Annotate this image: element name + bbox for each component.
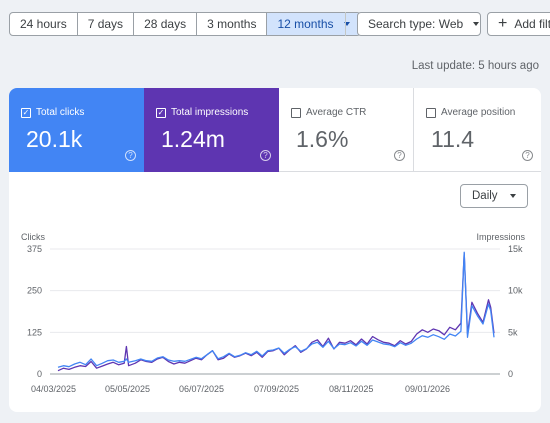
checkbox-checked-icon[interactable]: ✓ xyxy=(21,107,31,118)
metric-header: Average position xyxy=(426,107,515,118)
x-axis: 04/03/2025 05/05/2025 06/07/2025 07/09/2025… xyxy=(31,384,450,394)
metric-header: Average CTR xyxy=(291,107,366,118)
metric-average-ctr[interactable]: Average CTR 1.6% ? xyxy=(279,88,414,172)
right-tick-label: 5k xyxy=(508,327,518,337)
search-type-dropdown[interactable]: Search type: Web xyxy=(357,12,481,36)
metric-label: Total clicks xyxy=(36,107,85,118)
add-filter-label: Add filt xyxy=(514,17,550,31)
chevron-down-icon xyxy=(473,22,480,26)
plus-icon: + xyxy=(498,15,508,32)
metric-total-impressions[interactable]: ✓ Total impressions 1.24m ? xyxy=(144,88,279,172)
metric-header: ✓ Total impressions xyxy=(156,107,248,118)
help-icon[interactable]: ? xyxy=(394,150,405,161)
help-icon[interactable]: ? xyxy=(125,150,136,161)
search-type-label: Search type: Web xyxy=(368,17,464,31)
x-tick-label: 04/03/2025 xyxy=(31,384,76,394)
date-option-3-months[interactable]: 3 months xyxy=(197,13,268,35)
series-line-clicks xyxy=(57,251,495,368)
chevron-down-icon xyxy=(509,194,516,198)
right-tick-label: 0 xyxy=(508,369,513,379)
date-range-selector: 24 hours 7 days 28 days 3 months 12 mont… xyxy=(9,12,361,36)
metric-value: 20.1k xyxy=(26,126,83,152)
date-option-7-days[interactable]: 7 days xyxy=(78,13,135,35)
chevron-down-icon xyxy=(343,22,350,26)
right-axis-title: Impressions xyxy=(476,232,525,242)
help-icon[interactable]: ? xyxy=(260,150,271,161)
granularity-dropdown[interactable]: Daily xyxy=(460,184,528,208)
performance-chart: 375 250 125 0 15k 10k 5k 0 04/03/2025 05/05/202… xyxy=(21,232,526,394)
date-option-12-months[interactable]: 12 months xyxy=(267,13,360,35)
left-axis: 375 250 125 0 xyxy=(27,244,42,379)
date-option-28-days[interactable]: 28 days xyxy=(134,13,198,35)
date-option-24-hours[interactable]: 24 hours xyxy=(10,13,78,35)
x-tick-label: 05/05/2025 xyxy=(105,384,150,394)
metric-label: Total impressions xyxy=(171,107,249,118)
right-tick-label: 15k xyxy=(508,244,523,254)
left-tick-label: 250 xyxy=(27,286,42,296)
left-axis-title: Clicks xyxy=(21,232,45,242)
series-line-impressions xyxy=(57,252,495,372)
metric-label: Average position xyxy=(441,107,516,118)
metric-total-clicks[interactable]: ✓ Total clicks 20.1k ? xyxy=(9,88,144,172)
toolbar-divider xyxy=(345,12,346,36)
metric-header: ✓ Total clicks xyxy=(21,107,84,118)
left-tick-label: 125 xyxy=(27,327,42,337)
checkbox-unchecked-icon[interactable] xyxy=(291,107,301,118)
left-tick-label: 375 xyxy=(27,244,42,254)
last-update-text: Last update: 5 hours ago xyxy=(411,60,539,72)
checkbox-unchecked-icon[interactable] xyxy=(426,107,436,118)
left-tick-label: 0 xyxy=(37,369,42,379)
x-tick-label: 09/01/2026 xyxy=(405,384,450,394)
help-icon[interactable]: ? xyxy=(522,150,533,161)
metric-value: 11.4 xyxy=(431,126,475,152)
performance-card: ✓ Total clicks 20.1k ? ✓ Total impressions… xyxy=(9,88,541,412)
metric-label: Average CTR xyxy=(306,107,367,118)
x-tick-label: 06/07/2025 xyxy=(179,384,224,394)
right-tick-label: 10k xyxy=(508,286,523,296)
chart-grid xyxy=(50,248,500,375)
granularity-label: Daily xyxy=(472,190,498,202)
x-tick-label: 08/11/2025 xyxy=(329,384,373,394)
add-filter-button[interactable]: + Add filt xyxy=(487,12,550,36)
metric-average-position[interactable]: Average position 11.4 ? xyxy=(414,88,541,172)
date-option-12-months-label: 12 months xyxy=(277,17,334,31)
chart-lines xyxy=(57,251,495,372)
x-tick-label: 07/09/2025 xyxy=(254,384,299,394)
metric-value: 1.6% xyxy=(296,126,349,152)
metric-value: 1.24m xyxy=(161,126,225,152)
checkbox-checked-icon[interactable]: ✓ xyxy=(156,107,166,118)
right-axis: 15k 10k 5k 0 xyxy=(508,244,523,379)
